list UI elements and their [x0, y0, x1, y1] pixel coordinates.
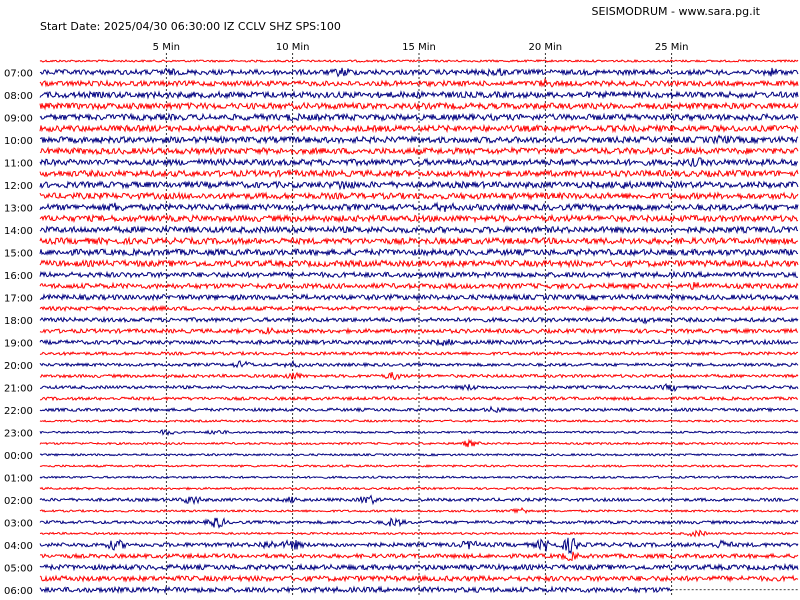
seismic-trace — [39, 270, 798, 280]
seismic-trace — [39, 179, 799, 191]
seismic-trace — [39, 438, 799, 448]
seismic-trace — [39, 419, 799, 423]
hour-row-label: 09:00 — [4, 113, 33, 124]
seismic-trace — [39, 517, 799, 529]
seismic-trace — [39, 537, 799, 555]
hour-row-label: 05:00 — [4, 563, 33, 574]
seismic-trace — [39, 551, 799, 562]
seismic-trace — [39, 494, 799, 506]
seismic-trace — [39, 529, 799, 538]
hour-row-label: 08:00 — [4, 91, 33, 102]
source-credit: SEISMODRUM - www.sara.pg.it — [591, 5, 760, 18]
x-tick-label: 15 Min — [402, 42, 436, 53]
seismic-trace — [39, 201, 799, 213]
seismic-trace — [39, 67, 799, 78]
hour-row-label: 20:00 — [4, 361, 33, 372]
seismic-trace — [39, 383, 799, 393]
seismic-trace — [39, 452, 799, 457]
hour-row-label: 18:00 — [4, 316, 33, 327]
seismic-trace — [39, 236, 799, 246]
seismic-trace — [39, 405, 799, 413]
start-date-label: Start Date: 2025/04/30 06:30:00 IZ CCLV … — [40, 20, 341, 33]
hour-row-label: 16:00 — [4, 271, 33, 282]
seismic-trace — [39, 191, 799, 201]
seismic-trace — [39, 350, 799, 357]
seismic-trace — [39, 315, 799, 325]
hour-row-label: 17:00 — [4, 293, 33, 304]
seismic-trace — [39, 486, 799, 491]
seismic-trace — [39, 475, 798, 480]
seismic-trace — [39, 89, 799, 100]
hour-row-label: 22:00 — [4, 406, 33, 417]
hour-row-label: 11:00 — [4, 158, 33, 169]
seismic-trace — [39, 507, 799, 514]
seismic-trace — [39, 58, 799, 63]
seismic-trace — [39, 359, 799, 369]
hour-row-label: 01:00 — [4, 473, 33, 484]
hour-row-label: 00:00 — [4, 451, 33, 462]
x-tick-label: 5 Min — [153, 42, 180, 53]
hour-row-label: 07:00 — [4, 68, 33, 79]
seismic-trace — [39, 247, 799, 258]
seismic-trace — [39, 327, 799, 335]
hour-row-label: 10:00 — [4, 136, 33, 147]
seismic-trace — [39, 292, 799, 302]
x-tick-label: 10 Min — [276, 42, 310, 53]
seismic-trace — [39, 225, 799, 235]
hour-row-label: 06:00 — [4, 586, 33, 597]
seismic-trace — [39, 213, 799, 224]
seismic-trace — [39, 78, 799, 88]
label-layer: 5 Min 10 Min 15 Min 20 Min 25 Min 07:00 08:00 0… — [4, 42, 688, 597]
seismic-trace — [39, 562, 799, 572]
seismic-trace — [39, 338, 799, 347]
seismic-trace — [39, 281, 799, 291]
seismic-trace — [39, 585, 672, 595]
seismic-trace — [39, 429, 799, 437]
seismic-trace — [39, 395, 798, 402]
seismic-trace — [39, 258, 799, 269]
hour-row-label: 21:00 — [4, 383, 33, 394]
hour-row-label: 15:00 — [4, 248, 33, 259]
seismic-trace — [39, 574, 799, 583]
hour-row-label: 13:00 — [4, 203, 33, 214]
seismic-trace — [39, 464, 799, 468]
seismic-trace — [39, 112, 799, 123]
hour-row-label: 23:00 — [4, 428, 33, 439]
trace-layer — [39, 58, 799, 595]
seismic-trace — [39, 304, 799, 313]
hour-row-label: 03:00 — [4, 518, 33, 529]
x-tick-label: 25 Min — [655, 42, 689, 53]
hour-row-label: 04:00 — [4, 541, 33, 552]
seismic-trace — [39, 146, 799, 156]
seismic-trace — [39, 371, 799, 381]
hour-row-label: 14:00 — [4, 226, 33, 237]
seismic-trace — [39, 157, 799, 168]
hour-row-label: 02:00 — [4, 496, 33, 507]
grid-layer — [165, 53, 673, 597]
seismic-trace — [39, 101, 799, 111]
x-tick-label: 20 Min — [529, 42, 563, 53]
hour-row-label: 12:00 — [4, 181, 33, 192]
seismic-trace — [39, 168, 799, 179]
seismic-trace — [39, 134, 799, 145]
hour-row-label: 19:00 — [4, 338, 33, 349]
seismic-trace — [39, 123, 799, 134]
